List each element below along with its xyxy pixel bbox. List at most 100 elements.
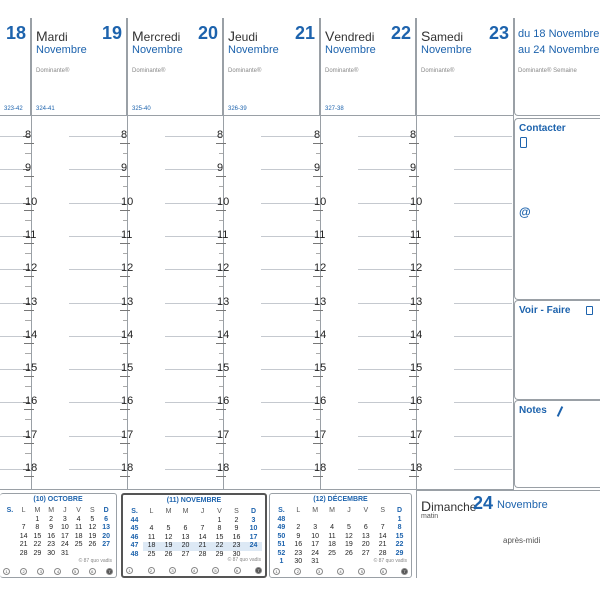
hour-tick (24, 376, 34, 378)
date-cell: 21 (378, 541, 387, 548)
hour-tick (120, 442, 130, 444)
weekday-header: M (48, 507, 55, 514)
weekday-header: M (329, 507, 335, 514)
date-cell: 16 (47, 532, 56, 540)
date-cell: 5 (346, 524, 351, 531)
date-cell: 19 (88, 532, 97, 540)
day-name-initial: M (36, 28, 48, 44)
hour-tick (23, 335, 30, 337)
half-hour-tick (412, 419, 416, 421)
weekday-circle: 5 (212, 567, 219, 574)
hour-tick (313, 209, 323, 211)
hour-label: 17 (217, 428, 230, 441)
hour-tick (120, 309, 130, 311)
dominante-label: Dominante® (325, 68, 359, 74)
weekday-header: S (90, 507, 95, 514)
hour-rule (261, 136, 318, 137)
half-hour-tick (219, 252, 223, 254)
date-cell: 7 (200, 525, 205, 532)
hour-label: 10 (217, 195, 230, 208)
hour-label: 11 (25, 228, 37, 241)
weekday-circles: 1 2 3 4 5 6 7 (273, 568, 408, 575)
half-hour-tick (123, 352, 127, 354)
hour-tick (23, 469, 30, 470)
date-cell: 2 (49, 515, 54, 523)
date-cell: 10 (60, 524, 69, 531)
half-hour-tick (412, 186, 416, 188)
phone-icon (520, 137, 527, 148)
week-number (3, 550, 17, 559)
hour-rule (261, 335, 318, 337)
date-cell: 30 (294, 558, 303, 565)
day-name-initial: J (228, 28, 235, 44)
week-number (3, 541, 17, 550)
week-number: 51 (277, 541, 286, 548)
date-cell: 4 (330, 524, 335, 531)
date-cell (72, 550, 86, 559)
mini-calendar-title: (11) NOVEMBRE (166, 497, 222, 504)
hour-rule (69, 335, 125, 337)
hour-rule (454, 136, 512, 137)
weekday-circle: 2 (20, 568, 28, 575)
weekday-header: S (234, 508, 239, 515)
week-range-box: du 18 Novembre au 24 Novembre Dominante®… (514, 18, 600, 116)
half-hour-tick (27, 386, 31, 388)
hour-tick (24, 442, 34, 444)
date-cell: 21 (19, 541, 28, 548)
date-cell: 27 (361, 549, 370, 557)
date-cell: 25 (147, 550, 156, 558)
weekday-header: M (312, 507, 319, 514)
half-hour-tick (412, 386, 416, 388)
date-cell: 24 (311, 549, 320, 557)
weekday-circle: 2 (294, 568, 302, 575)
contacter-label: Contacter (519, 123, 566, 134)
week-dominante: Dominante® Semaine (518, 68, 577, 74)
date-cell: 10 (249, 525, 258, 532)
day-month: Novembre (36, 44, 87, 56)
weekday-circle: 3 (37, 568, 45, 575)
weekday-header: S. (131, 508, 138, 515)
half-hour-tick (316, 319, 320, 321)
hour-rule (69, 369, 125, 371)
week-number: 45 (130, 525, 139, 532)
hour-rule (0, 169, 25, 171)
hour-tick (216, 342, 226, 344)
date-cell: 13 (361, 532, 370, 540)
weekday-circle: 2 (147, 567, 155, 574)
hour-tick (120, 242, 130, 244)
hour-rule (165, 335, 221, 337)
half-hour-tick (123, 286, 127, 288)
hour-rule (261, 369, 318, 371)
date-cell: 26 (164, 550, 173, 558)
date-cell: 25 (74, 541, 83, 548)
hour-rule (69, 435, 125, 437)
date-cell: 31 (60, 549, 69, 557)
half-hour-tick (123, 252, 127, 254)
date-cell: 6 (104, 515, 109, 523)
hour-rule (358, 302, 414, 304)
grid-bottom-rule (0, 489, 514, 490)
week-number: 1 (279, 558, 284, 565)
day-name: Vendredi (325, 28, 374, 44)
day-number: 18 (5, 23, 26, 43)
hour-label: 18 (121, 462, 134, 474)
half-hour-tick (316, 286, 320, 288)
hour-rule (358, 369, 414, 371)
half-hour-tick (27, 452, 31, 454)
week-range-line2: au 24 Novembre (518, 44, 600, 56)
weekday-header: S (380, 507, 386, 514)
hour-rule (358, 469, 414, 470)
day-name: Mercredi (132, 28, 180, 44)
date-cell: 13 (181, 533, 190, 541)
date-cell: 8 (35, 524, 40, 531)
hour-tick (120, 409, 130, 411)
date-cell (341, 516, 358, 525)
weekday-header: D (250, 508, 257, 515)
hour-label: 9 (217, 162, 224, 175)
date-cell: 4 (76, 515, 81, 523)
sunday-morning: matin (421, 513, 439, 520)
half-hour-tick (316, 153, 320, 154)
column-divider (127, 116, 128, 490)
date-cell: 17 (249, 533, 258, 541)
mini-calendar-grid: S. L M M J V S D 48 1 49 2 3 4 5 6 7 8 50 9 10 11 12 13 14 15 51 16… (273, 507, 408, 567)
